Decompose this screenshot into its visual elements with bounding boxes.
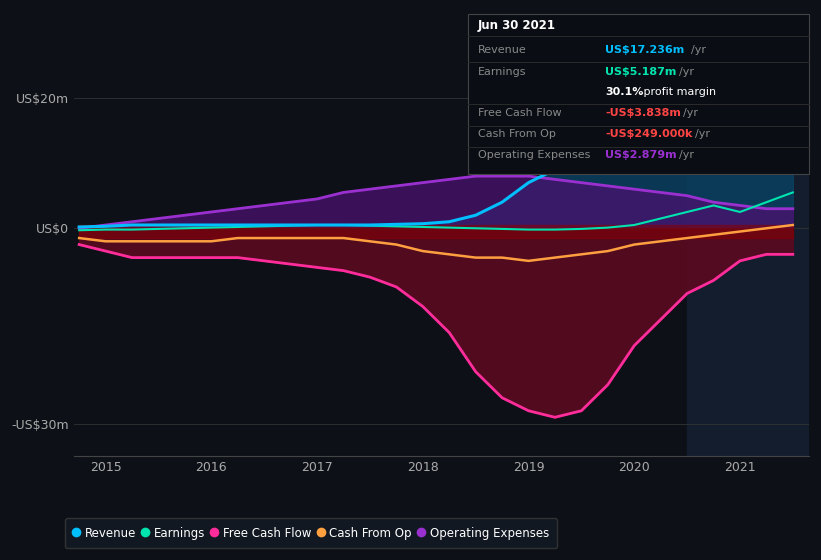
Text: Revenue: Revenue bbox=[478, 45, 526, 55]
Text: -US$3.838m: -US$3.838m bbox=[605, 108, 681, 118]
Text: Earnings: Earnings bbox=[478, 67, 526, 77]
Text: /yr: /yr bbox=[683, 108, 698, 118]
Text: /yr: /yr bbox=[695, 129, 710, 139]
Text: profit margin: profit margin bbox=[640, 87, 717, 97]
Text: 30.1%: 30.1% bbox=[605, 87, 644, 97]
Text: Cash From Op: Cash From Op bbox=[478, 129, 556, 139]
Bar bbox=[687, 59, 821, 456]
Text: US$5.187m: US$5.187m bbox=[605, 67, 677, 77]
Legend: Revenue, Earnings, Free Cash Flow, Cash From Op, Operating Expenses: Revenue, Earnings, Free Cash Flow, Cash … bbox=[65, 519, 557, 548]
Text: US$2.879m: US$2.879m bbox=[605, 151, 677, 161]
Text: /yr: /yr bbox=[679, 67, 694, 77]
Text: -US$249.000k: -US$249.000k bbox=[605, 129, 692, 139]
Text: Operating Expenses: Operating Expenses bbox=[478, 151, 590, 161]
Text: /yr: /yr bbox=[679, 151, 694, 161]
Text: /yr: /yr bbox=[691, 45, 706, 55]
Text: Free Cash Flow: Free Cash Flow bbox=[478, 108, 562, 118]
Text: US$17.236m: US$17.236m bbox=[605, 45, 685, 55]
Text: Jun 30 2021: Jun 30 2021 bbox=[478, 18, 556, 31]
